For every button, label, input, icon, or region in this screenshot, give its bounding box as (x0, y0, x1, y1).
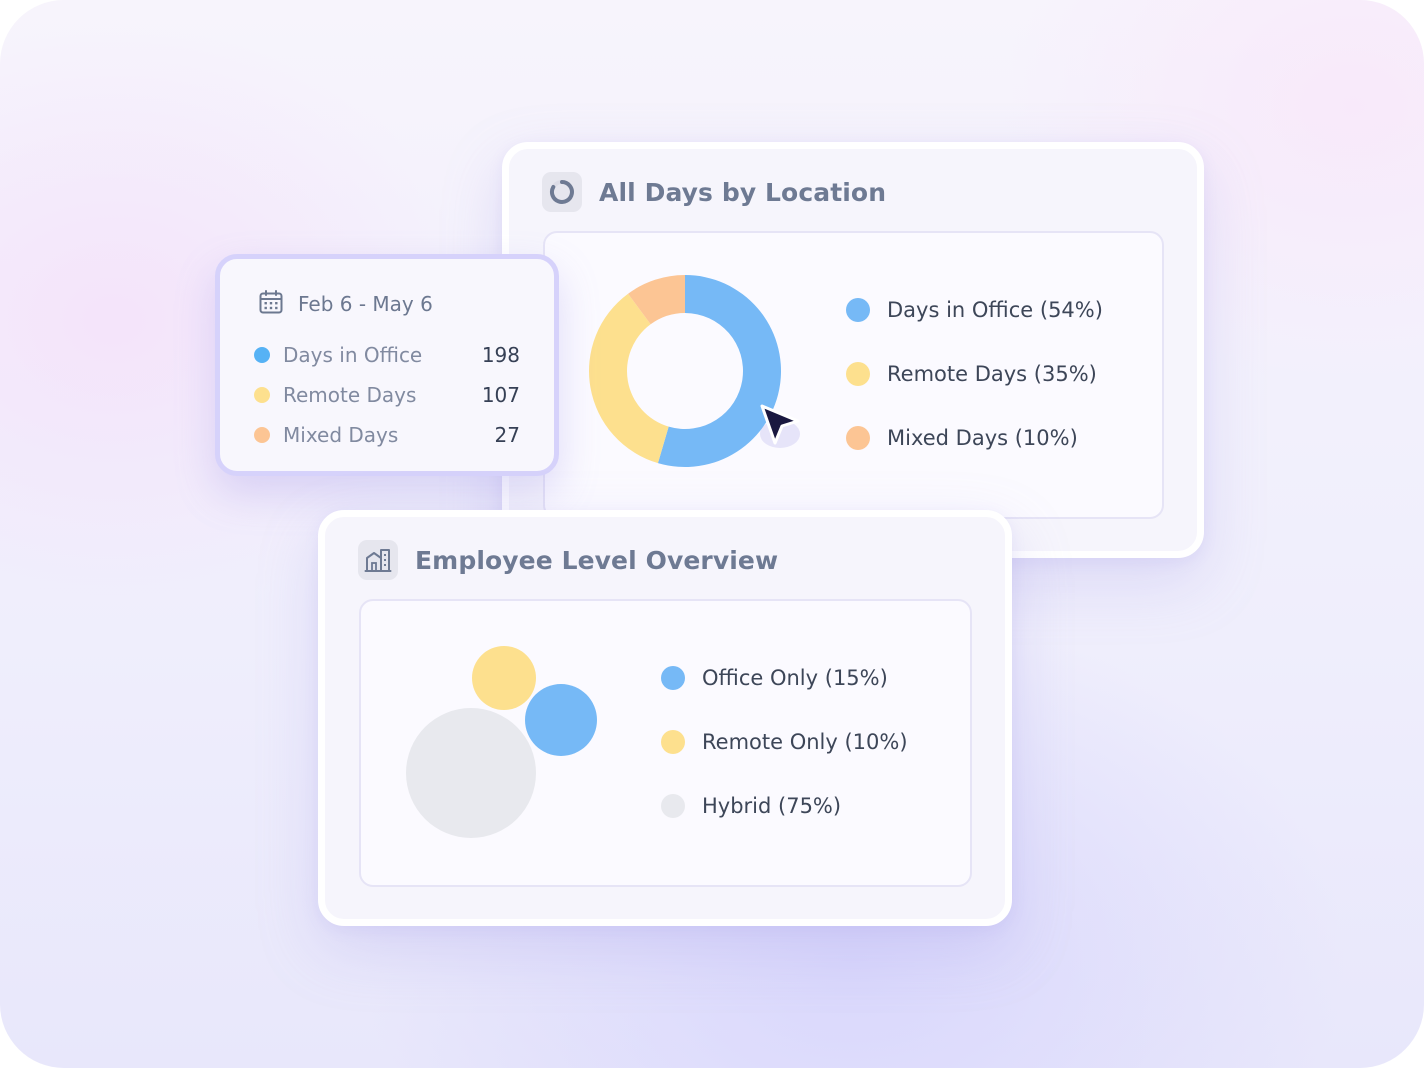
stat-row-remote-days: Remote Days 107 (254, 375, 520, 415)
legend-item-remote-days: Remote Days (35%) (846, 342, 1103, 406)
legend-label: Office Only (15%) (702, 666, 888, 690)
legend-item-days-in-office: Days in Office (54%) (846, 278, 1103, 342)
donut-chart-icon (542, 172, 582, 212)
employee-legend: Office Only (15%) Remote Only (10%) Hybr… (661, 646, 908, 838)
legend-item-office-only: Office Only (15%) (661, 646, 908, 710)
mouse-cursor-icon (760, 404, 800, 448)
bubble-remote-only[interactable] (472, 646, 536, 710)
legend-label: Remote Only (10%) (702, 730, 908, 754)
location-legend: Days in Office (54%) Remote Days (35%) M… (846, 278, 1103, 470)
legend-dot (846, 298, 870, 322)
stat-value: 27 (494, 423, 520, 447)
stat-value: 107 (481, 383, 520, 407)
date-range-header: Feb 6 - May 6 (258, 289, 433, 319)
employee-level-overview-card: Employee Level Overview Office Only (15%… (318, 510, 1012, 926)
bubble-chart[interactable] (391, 631, 611, 851)
stat-dot (254, 427, 270, 443)
stat-row-days-in-office: Days in Office 198 (254, 335, 520, 375)
calendar-icon (258, 289, 284, 319)
legend-dot (846, 426, 870, 450)
employee-chart-panel: Office Only (15%) Remote Only (10%) Hybr… (359, 599, 972, 887)
stat-label: Days in Office (283, 343, 423, 367)
location-card-header: All Days by Location (542, 172, 886, 212)
donut-slice-remote-days[interactable] (589, 293, 669, 464)
date-range-text: Feb 6 - May 6 (298, 292, 433, 316)
employee-card-title: Employee Level Overview (415, 545, 779, 575)
location-card-title: All Days by Location (599, 177, 887, 207)
legend-dot (661, 666, 685, 690)
employee-card-header: Employee Level Overview (358, 540, 778, 580)
legend-label: Remote Days (35%) (887, 362, 1097, 386)
donut-slice-days-in-office[interactable] (657, 275, 781, 467)
stat-dot (254, 347, 270, 363)
donut-slice-mixed-days[interactable] (628, 275, 685, 325)
stat-row-mixed-days: Mixed Days 27 (254, 415, 520, 455)
date-range-summary-card: Feb 6 - May 6 Days in Office 198 Remote … (215, 254, 559, 476)
legend-item-hybrid: Hybrid (75%) (661, 774, 908, 838)
stat-label: Mixed Days (283, 423, 399, 447)
legend-label: Hybrid (75%) (702, 794, 842, 818)
legend-item-mixed-days: Mixed Days (10%) (846, 406, 1103, 470)
stat-label: Remote Days (283, 383, 417, 407)
all-days-by-location-card: All Days by Location Days in Office (54%… (502, 142, 1204, 558)
legend-label: Days in Office (54%) (887, 298, 1103, 322)
building-icon (358, 540, 398, 580)
bubble-office-only[interactable] (525, 684, 597, 756)
donut-chart[interactable] (585, 271, 785, 471)
bubble-hybrid[interactable] (406, 708, 536, 838)
legend-item-remote-only: Remote Only (10%) (661, 710, 908, 774)
legend-dot (846, 362, 870, 386)
stat-value: 198 (481, 343, 520, 367)
location-chart-panel: Days in Office (54%) Remote Days (35%) M… (543, 231, 1164, 519)
legend-label: Mixed Days (10%) (887, 426, 1078, 450)
legend-dot (661, 730, 685, 754)
stat-dot (254, 387, 270, 403)
legend-dot (661, 794, 685, 818)
